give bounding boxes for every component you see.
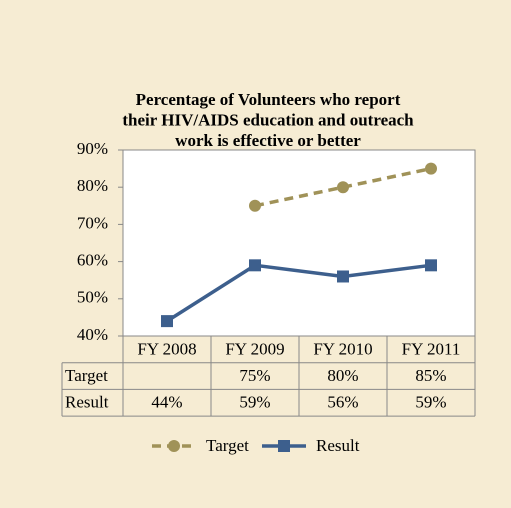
legend-label: Target [206,436,249,455]
marker [161,315,173,328]
marker [425,259,437,272]
table-row-label: Target [65,366,108,385]
chart-title: Percentage of Volunteers who report [136,90,401,109]
table-row-label: Result [65,393,109,412]
y-tick-label: 40% [77,325,108,344]
x-tick-label: FY 2010 [313,339,372,358]
table-cell: 75% [239,366,270,385]
chart-title: work is effective or better [175,131,361,150]
y-tick-label: 80% [77,176,108,195]
table-cell: 56% [327,393,358,412]
marker [337,270,349,283]
chart-title: their HIV/AIDS education and outreach [122,110,414,129]
y-tick-label: 50% [77,288,108,307]
table-cell: 59% [415,393,446,412]
y-tick-label: 70% [77,213,108,232]
legend-label: Result [316,436,360,455]
table-cell: 85% [415,366,446,385]
table-cell: 80% [327,366,358,385]
x-tick-label: FY 2011 [402,339,461,358]
marker [249,259,261,272]
series-line [166,263,432,323]
marker [425,162,437,175]
plot-area [122,149,476,337]
legend-marker [278,440,290,452]
x-tick-label: FY 2009 [225,339,284,358]
x-tick-label: FY 2008 [137,339,196,358]
marker [249,199,261,212]
legend-marker [168,440,180,452]
table-cell: 59% [239,393,270,412]
marker [337,181,349,194]
y-tick-label: 60% [77,251,108,270]
table-cell: 44% [151,393,182,412]
y-tick-label: 90% [77,139,108,158]
